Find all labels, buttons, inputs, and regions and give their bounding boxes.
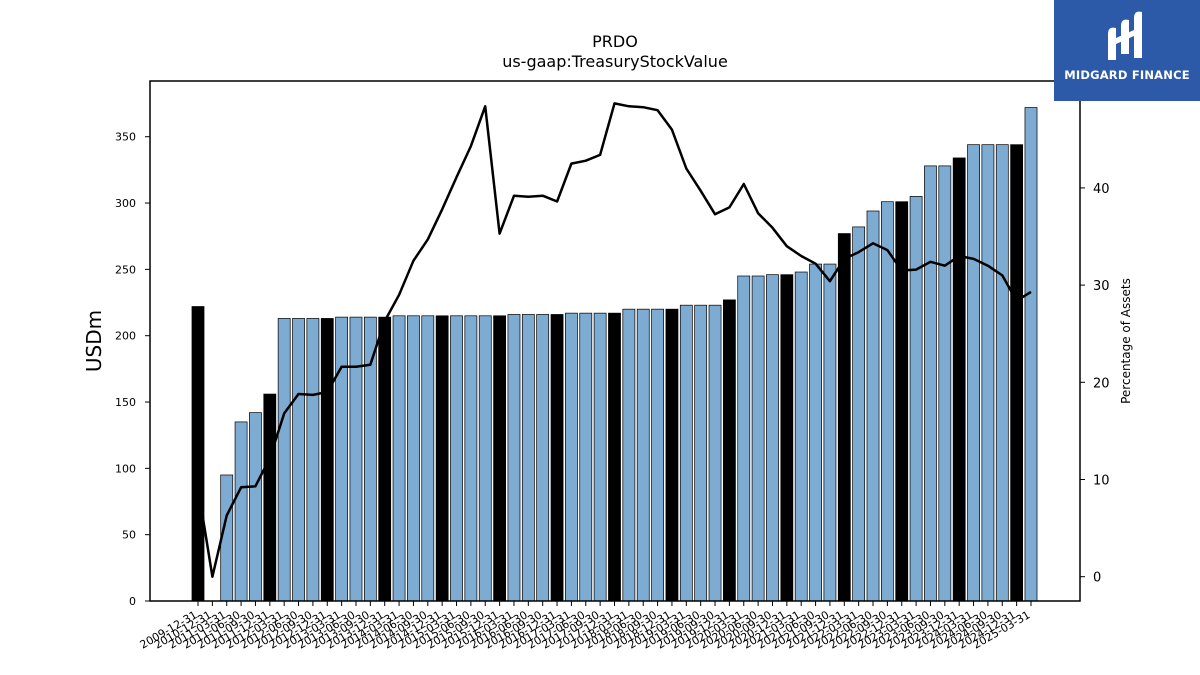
brand-name: MIDGARD FINANCE [1064,68,1190,82]
bar-2013-03-31 [335,316,349,602]
bar-2018-03-31 [622,308,636,602]
bar-2014-12-31 [435,315,449,602]
y-axis-left: 0 50 100 150 200 250 300 350 [115,131,150,608]
bar-2011-09-30 [249,412,262,602]
y-tick-label: 0 [129,595,136,608]
bar-2020-06-30 [751,275,765,602]
percentage-line [196,102,1032,578]
brand-logo: MIDGARD FINANCE [1054,0,1200,101]
bar-2012-03-31 [277,318,291,602]
y-tick-label: 50 [122,529,136,542]
bar-2011-12-31 [263,393,277,602]
y2-tick-label: 0 [1093,571,1101,586]
bar-2014-09-30 [421,315,435,602]
bar-2022-09-30 [880,201,894,602]
y2-tick-label: 20 [1093,376,1110,391]
bar-2025-03-31 [1024,107,1038,602]
bar-2015-03-31 [450,315,463,602]
bar-2015-06-30 [464,315,478,602]
y-axis-label: USDm [82,310,106,372]
bar-2019-06-30 [694,304,708,602]
y-axis-right: 0 10 20 30 40 [1080,182,1110,586]
y-tick-label: 250 [115,263,136,276]
bar-2015-09-30 [478,315,492,602]
bar-2020-03-31 [737,275,751,602]
bar-2012-09-30 [306,318,320,602]
bar-2013-09-30 [363,316,377,602]
bar-2013-06-30 [349,316,363,602]
bar-2021-06-30 [809,263,822,602]
bar-2019-12-31 [723,299,736,602]
y2-tick-label: 10 [1093,474,1110,489]
bar-2024-12-31 [1010,144,1024,602]
bar-2019-03-31 [679,304,693,602]
bar-2011-06-30 [234,421,248,602]
bar-2022-12-31 [895,201,909,602]
bar-2018-06-30 [636,308,650,602]
y-tick-label: 200 [115,330,136,343]
bar-2012-06-30 [292,318,305,602]
bar-2015-12-31 [493,315,506,602]
bar-2016-06-30 [521,314,535,602]
bar-2022-06-30 [866,210,880,602]
y-tick-label: 350 [115,131,136,144]
bar-2017-09-30 [593,312,607,602]
y2-axis-label: Percentage of Assets [1119,278,1133,404]
bar-2018-12-31 [665,308,679,602]
bars-layer [191,107,1038,602]
chart-title: PRDO [592,32,638,51]
y2-tick-label: 40 [1093,182,1110,197]
bar-2016-09-30 [536,314,550,602]
y-tick-label: 100 [115,462,136,475]
bar-2023-03-31 [909,196,923,602]
bar-2018-09-30 [651,308,664,602]
bar-2016-12-31 [550,314,564,602]
bar-2024-09-30 [995,144,1009,602]
bar-2023-09-30 [938,165,952,602]
chart-subtitle: us-gaap:TreasuryStockValue [502,52,728,71]
bar-2021-09-30 [823,263,837,602]
bar-2017-03-31 [565,312,578,602]
bar-2013-12-31 [378,316,392,602]
bar-2020-09-30 [766,274,779,602]
bar-2020-12-31 [780,274,794,602]
y-tick-label: 300 [115,197,136,210]
midgard-logo-icon [1108,11,1142,61]
bar-2017-12-31 [608,312,621,602]
bar-2021-03-31 [794,271,808,602]
bar-2024-03-31 [967,144,980,602]
bar-2017-06-30 [579,312,593,602]
bar-2014-03-31 [392,315,406,602]
y2-tick-label: 30 [1093,279,1110,294]
bar-2022-03-31 [852,226,866,602]
bar-2019-09-30 [708,304,722,602]
bar-2009-12-31 [191,306,205,602]
x-axis: 2009-12-312010-12-312011-03-312011-06-30… [138,601,1033,652]
bar-2014-06-30 [407,315,420,602]
bar-2024-06-30 [981,144,995,602]
line-layer [196,102,1032,578]
bar-2012-12-31 [320,318,334,602]
bar-2023-12-31 [952,157,966,602]
y-tick-label: 150 [115,396,136,409]
bar-2023-06-30 [924,165,937,602]
bar-2016-03-31 [507,314,521,602]
bar-2021-12-31 [837,233,851,602]
